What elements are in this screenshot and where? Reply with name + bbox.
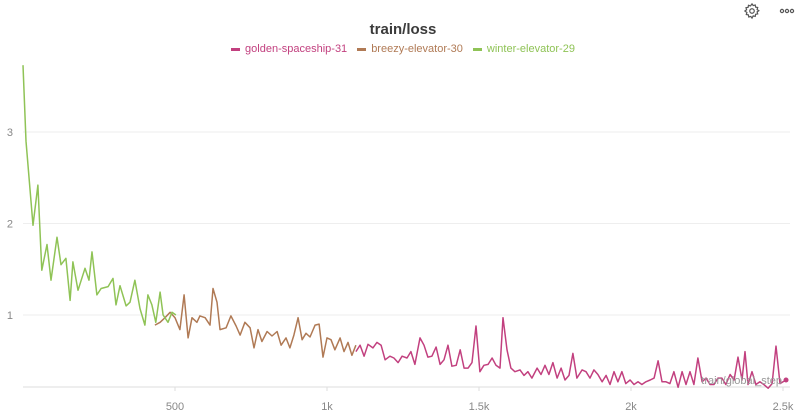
chart-title: train/loss [369, 21, 437, 38]
x-tick-label: 2k [625, 401, 637, 413]
x-tick-label: 1.5k [469, 401, 490, 413]
legend-item[interactable]: golden-spaceship-31 [231, 43, 347, 55]
series-endpoint [783, 377, 789, 383]
x-tick-label: 1k [321, 401, 333, 413]
ellipsis-icon[interactable] [778, 2, 796, 20]
series-line [355, 316, 787, 389]
legend-label: winter-elevator-29 [486, 43, 575, 55]
x-tick-label: 2.5k [773, 401, 794, 413]
series-line [22, 65, 177, 326]
legend-item[interactable]: breezy-elevator-30 [357, 43, 463, 55]
y-tick-label: 3 [7, 127, 13, 139]
y-tick-label: 1 [7, 310, 13, 322]
legend-swatch [231, 47, 241, 51]
y-tick-label: 2 [7, 219, 13, 231]
legend-swatch [357, 47, 367, 51]
legend: golden-spaceship-31 breezy-elevator-30 w… [0, 43, 806, 55]
legend-swatch [472, 47, 482, 51]
series-line [154, 287, 357, 358]
x-tick-label: 500 [166, 401, 184, 413]
x-axis-label: train/global_step [701, 375, 782, 387]
legend-item[interactable]: winter-elevator-29 [472, 43, 575, 55]
legend-label: golden-spaceship-31 [245, 43, 348, 55]
legend-label: breezy-elevator-30 [371, 43, 463, 55]
gear-icon[interactable] [743, 2, 761, 20]
